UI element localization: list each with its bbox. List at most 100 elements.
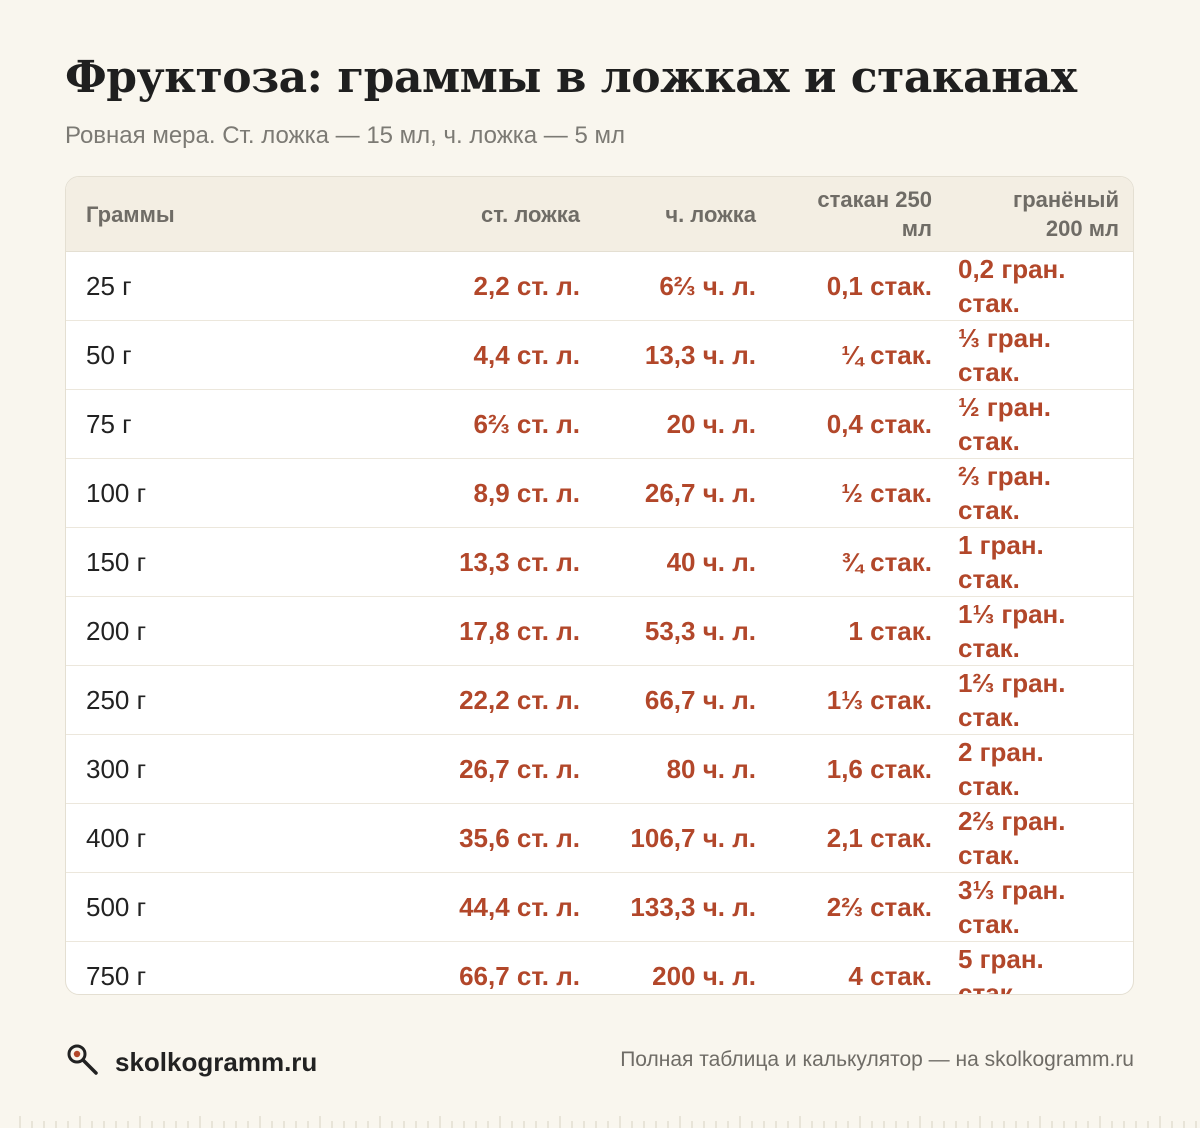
cell-grams-value: 500 г — [86, 892, 147, 922]
cell-cup-250-value: ¾ стак. — [841, 547, 932, 577]
cell-cup-250-value: 4 стак. — [848, 961, 932, 991]
table-row: 50 г 4,4 ст. л. 13,3 ч. л. ¼ стак. ⅓ гран. с… — [66, 320, 1133, 390]
cell-cup-250-value: ¼ стак. — [841, 340, 932, 370]
cell-teaspoons: 106,7 ч. л. — [598, 803, 774, 873]
cell-tablespoons: 8,9 ст. л. — [421, 458, 598, 528]
cell-cup-250: 2,1 стак. — [774, 803, 950, 873]
cell-grams: 150 г — [66, 527, 421, 597]
cell-grams: 750 г — [66, 941, 421, 994]
cell-teaspoons: 6⅔ ч. л. — [598, 251, 774, 321]
cell-grams-value: 400 г — [86, 823, 147, 853]
cell-teaspoons-value: 133,3 ч. л. — [630, 892, 756, 922]
page-subtitle: Ровная мера. Ст. ложка — 15 мл, ч. ложка… — [65, 122, 625, 149]
conversion-table-card: Граммы ст. ложка ч. ложка стакан 250 мл … — [65, 176, 1134, 995]
cell-grams: 500 г — [66, 872, 421, 942]
cell-grams-value: 100 г — [86, 478, 147, 508]
cell-cup-250: ½ стак. — [774, 458, 950, 528]
cell-faceted-glass: 1⅓ гран. стак. — [950, 596, 1133, 666]
cell-teaspoons-value: 26,7 ч. л. — [644, 478, 756, 508]
cell-tablespoons-value: 13,3 ст. л. — [459, 547, 580, 577]
cell-teaspoons: 66,7 ч. л. — [598, 665, 774, 735]
cell-teaspoons: 26,7 ч. л. — [598, 458, 774, 528]
cell-teaspoons-value: 40 ч. л. — [666, 547, 756, 577]
cell-teaspoons-value: 13,3 ч. л. — [644, 340, 756, 370]
cell-tablespoons: 26,7 ст. л. — [421, 734, 598, 804]
cell-teaspoons-value: 66,7 ч. л. — [644, 685, 756, 715]
cell-grams-value: 75 г — [86, 409, 132, 439]
cell-faceted-glass: 5 гран. стак. — [950, 941, 1133, 995]
cell-cup-250-value: 0,4 стак. — [826, 409, 932, 439]
cell-teaspoons-value: 53,3 ч. л. — [644, 616, 756, 646]
cell-grams: 300 г — [66, 734, 421, 804]
cell-grams-value: 150 г — [86, 547, 147, 577]
cell-tablespoons: 4,4 ст. л. — [421, 320, 598, 390]
cell-tablespoons-value: 44,4 ст. л. — [459, 892, 580, 922]
cell-cup-250: 0,4 стак. — [774, 389, 950, 459]
cell-cup-250-value: 0,1 стак. — [826, 271, 932, 301]
cell-faceted-glass: 0,2 гран. стак. — [950, 251, 1133, 321]
table-row: 75 г 6⅔ ст. л. 20 ч. л. 0,4 стак. ½ гран. ст… — [66, 389, 1133, 459]
table-body: 25 г 2,2 ст. л. 6⅔ ч. л. 0,1 стак. 0,2 гран.… — [66, 251, 1133, 995]
cell-teaspoons-value: 6⅔ ч. л. — [659, 271, 756, 301]
cell-tablespoons-value: 8,9 ст. л. — [473, 478, 580, 508]
cell-grams: 75 г — [66, 389, 421, 459]
conversion-table: Граммы ст. ложка ч. ложка стакан 250 мл … — [66, 177, 1133, 995]
cell-tablespoons: 22,2 ст. л. — [421, 665, 598, 735]
cell-teaspoons-value: 80 ч. л. — [666, 754, 756, 784]
cell-tablespoons-value: 6⅔ ст. л. — [473, 409, 580, 439]
cell-cup-250: 2⅔ стак. — [774, 872, 950, 942]
table-row: 500 г 44,4 ст. л. 133,3 ч. л. 2⅔ стак. 3⅓ гр… — [66, 872, 1133, 942]
table-row: 400 г 35,6 ст. л. 106,7 ч. л. 2,1 стак. 2⅔ г… — [66, 803, 1133, 873]
cell-tablespoons: 35,6 ст. л. — [421, 803, 598, 873]
cell-teaspoons-value: 200 ч. л. — [652, 961, 756, 991]
decorative-ruler — [19, 1116, 1197, 1128]
cell-grams-value: 250 г — [86, 685, 147, 715]
header-faceted-glass-200: гранёный 200 мл — [950, 177, 1133, 252]
cell-cup-250-value: ½ стак. — [841, 478, 932, 508]
cell-faceted-glass-value: ½ гран. стак. — [958, 392, 1052, 456]
cell-cup-250: ¼ стак. — [774, 320, 950, 390]
cell-tablespoons-value: 35,6 ст. л. — [459, 823, 580, 853]
page-title: Фруктоза: граммы в ложках и стаканах — [65, 52, 1077, 103]
cell-faceted-glass-value: 0,2 гран. стак. — [958, 254, 1066, 318]
cell-faceted-glass: 3⅓ гран. стак. — [950, 872, 1133, 942]
cell-grams-value: 300 г — [86, 754, 147, 784]
cell-faceted-glass-value: 5 гран. стак. — [958, 944, 1044, 995]
cell-cup-250: 1 стак. — [774, 596, 950, 666]
cell-cup-250: 1,6 стак. — [774, 734, 950, 804]
cell-cup-250-value: 2,1 стак. — [826, 823, 932, 853]
cell-tablespoons-value: 66,7 ст. л. — [459, 961, 580, 991]
cell-faceted-glass: 1⅔ гран. стак. — [950, 665, 1133, 735]
cell-tablespoons-value: 26,7 ст. л. — [459, 754, 580, 784]
cell-tablespoons: 2,2 ст. л. — [421, 251, 598, 321]
cell-cup-250: 0,1 стак. — [774, 251, 950, 321]
cell-faceted-glass: 1 гран. стак. — [950, 527, 1133, 597]
footer-brand: skolkogramm.ru — [115, 1047, 318, 1077]
table-row: 750 г 66,7 ст. л. 200 ч. л. 4 стак. 5 гран. … — [66, 941, 1133, 995]
table-row: 150 г 13,3 ст. л. 40 ч. л. ¾ стак. 1 гран. с… — [66, 527, 1133, 597]
cell-cup-250-value: 1 стак. — [848, 616, 932, 646]
cell-faceted-glass: 2⅔ гран. стак. — [950, 803, 1133, 873]
table-row: 25 г 2,2 ст. л. 6⅔ ч. л. 0,1 стак. 0,2 гран.… — [66, 251, 1133, 321]
cell-teaspoons: 200 ч. л. — [598, 941, 774, 994]
cell-grams-value: 200 г — [86, 616, 147, 646]
header-cup-250-label: стакан 250 мл — [817, 187, 932, 241]
header-faceted-glass-label: гранёный 200 мл — [1013, 187, 1119, 241]
cell-grams: 50 г — [66, 320, 421, 390]
cell-teaspoons: 80 ч. л. — [598, 734, 774, 804]
cell-cup-250-value: 1,6 стак. — [826, 754, 932, 784]
cell-teaspoons-value: 20 ч. л. — [666, 409, 756, 439]
cell-teaspoons: 20 ч. л. — [598, 389, 774, 459]
cell-grams: 250 г — [66, 665, 421, 735]
cell-grams: 400 г — [66, 803, 421, 873]
cell-grams-value: 50 г — [86, 340, 132, 370]
cell-grams: 200 г — [66, 596, 421, 666]
cell-cup-250: ¾ стак. — [774, 527, 950, 597]
header-cup-250: стакан 250 мл — [774, 177, 950, 252]
table-row: 250 г 22,2 ст. л. 66,7 ч. л. 1⅓ стак. 1⅔ гра… — [66, 665, 1133, 735]
footer-note: Полная таблица и калькулятор — на skolko… — [620, 1048, 1134, 1071]
cell-teaspoons: 40 ч. л. — [598, 527, 774, 597]
cell-grams: 25 г — [66, 251, 421, 321]
cell-faceted-glass: ½ гран. стак. — [950, 389, 1133, 459]
cell-tablespoons-value: 22,2 ст. л. — [459, 685, 580, 715]
